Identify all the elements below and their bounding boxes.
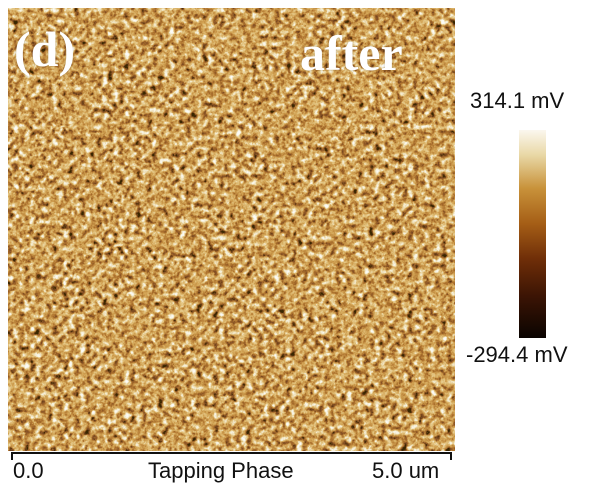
colorbar-max-label: 314.1 mV (470, 88, 565, 113)
scale-tick-start (11, 452, 13, 460)
scale-axis-line (11, 452, 452, 454)
colorbar-min-label: -294.4 mV (466, 342, 568, 367)
colorbar (519, 130, 546, 338)
axis-start-label: 0.0 (13, 458, 44, 483)
panel-label: (d) (14, 21, 76, 77)
axis-end-label: 5.0 um (372, 458, 440, 483)
axis-title: Tapping Phase (148, 458, 294, 483)
scale-tick-end (450, 452, 452, 460)
afm-texture (8, 8, 455, 451)
afm-phase-image (8, 8, 455, 451)
condition-label: after (300, 25, 403, 81)
